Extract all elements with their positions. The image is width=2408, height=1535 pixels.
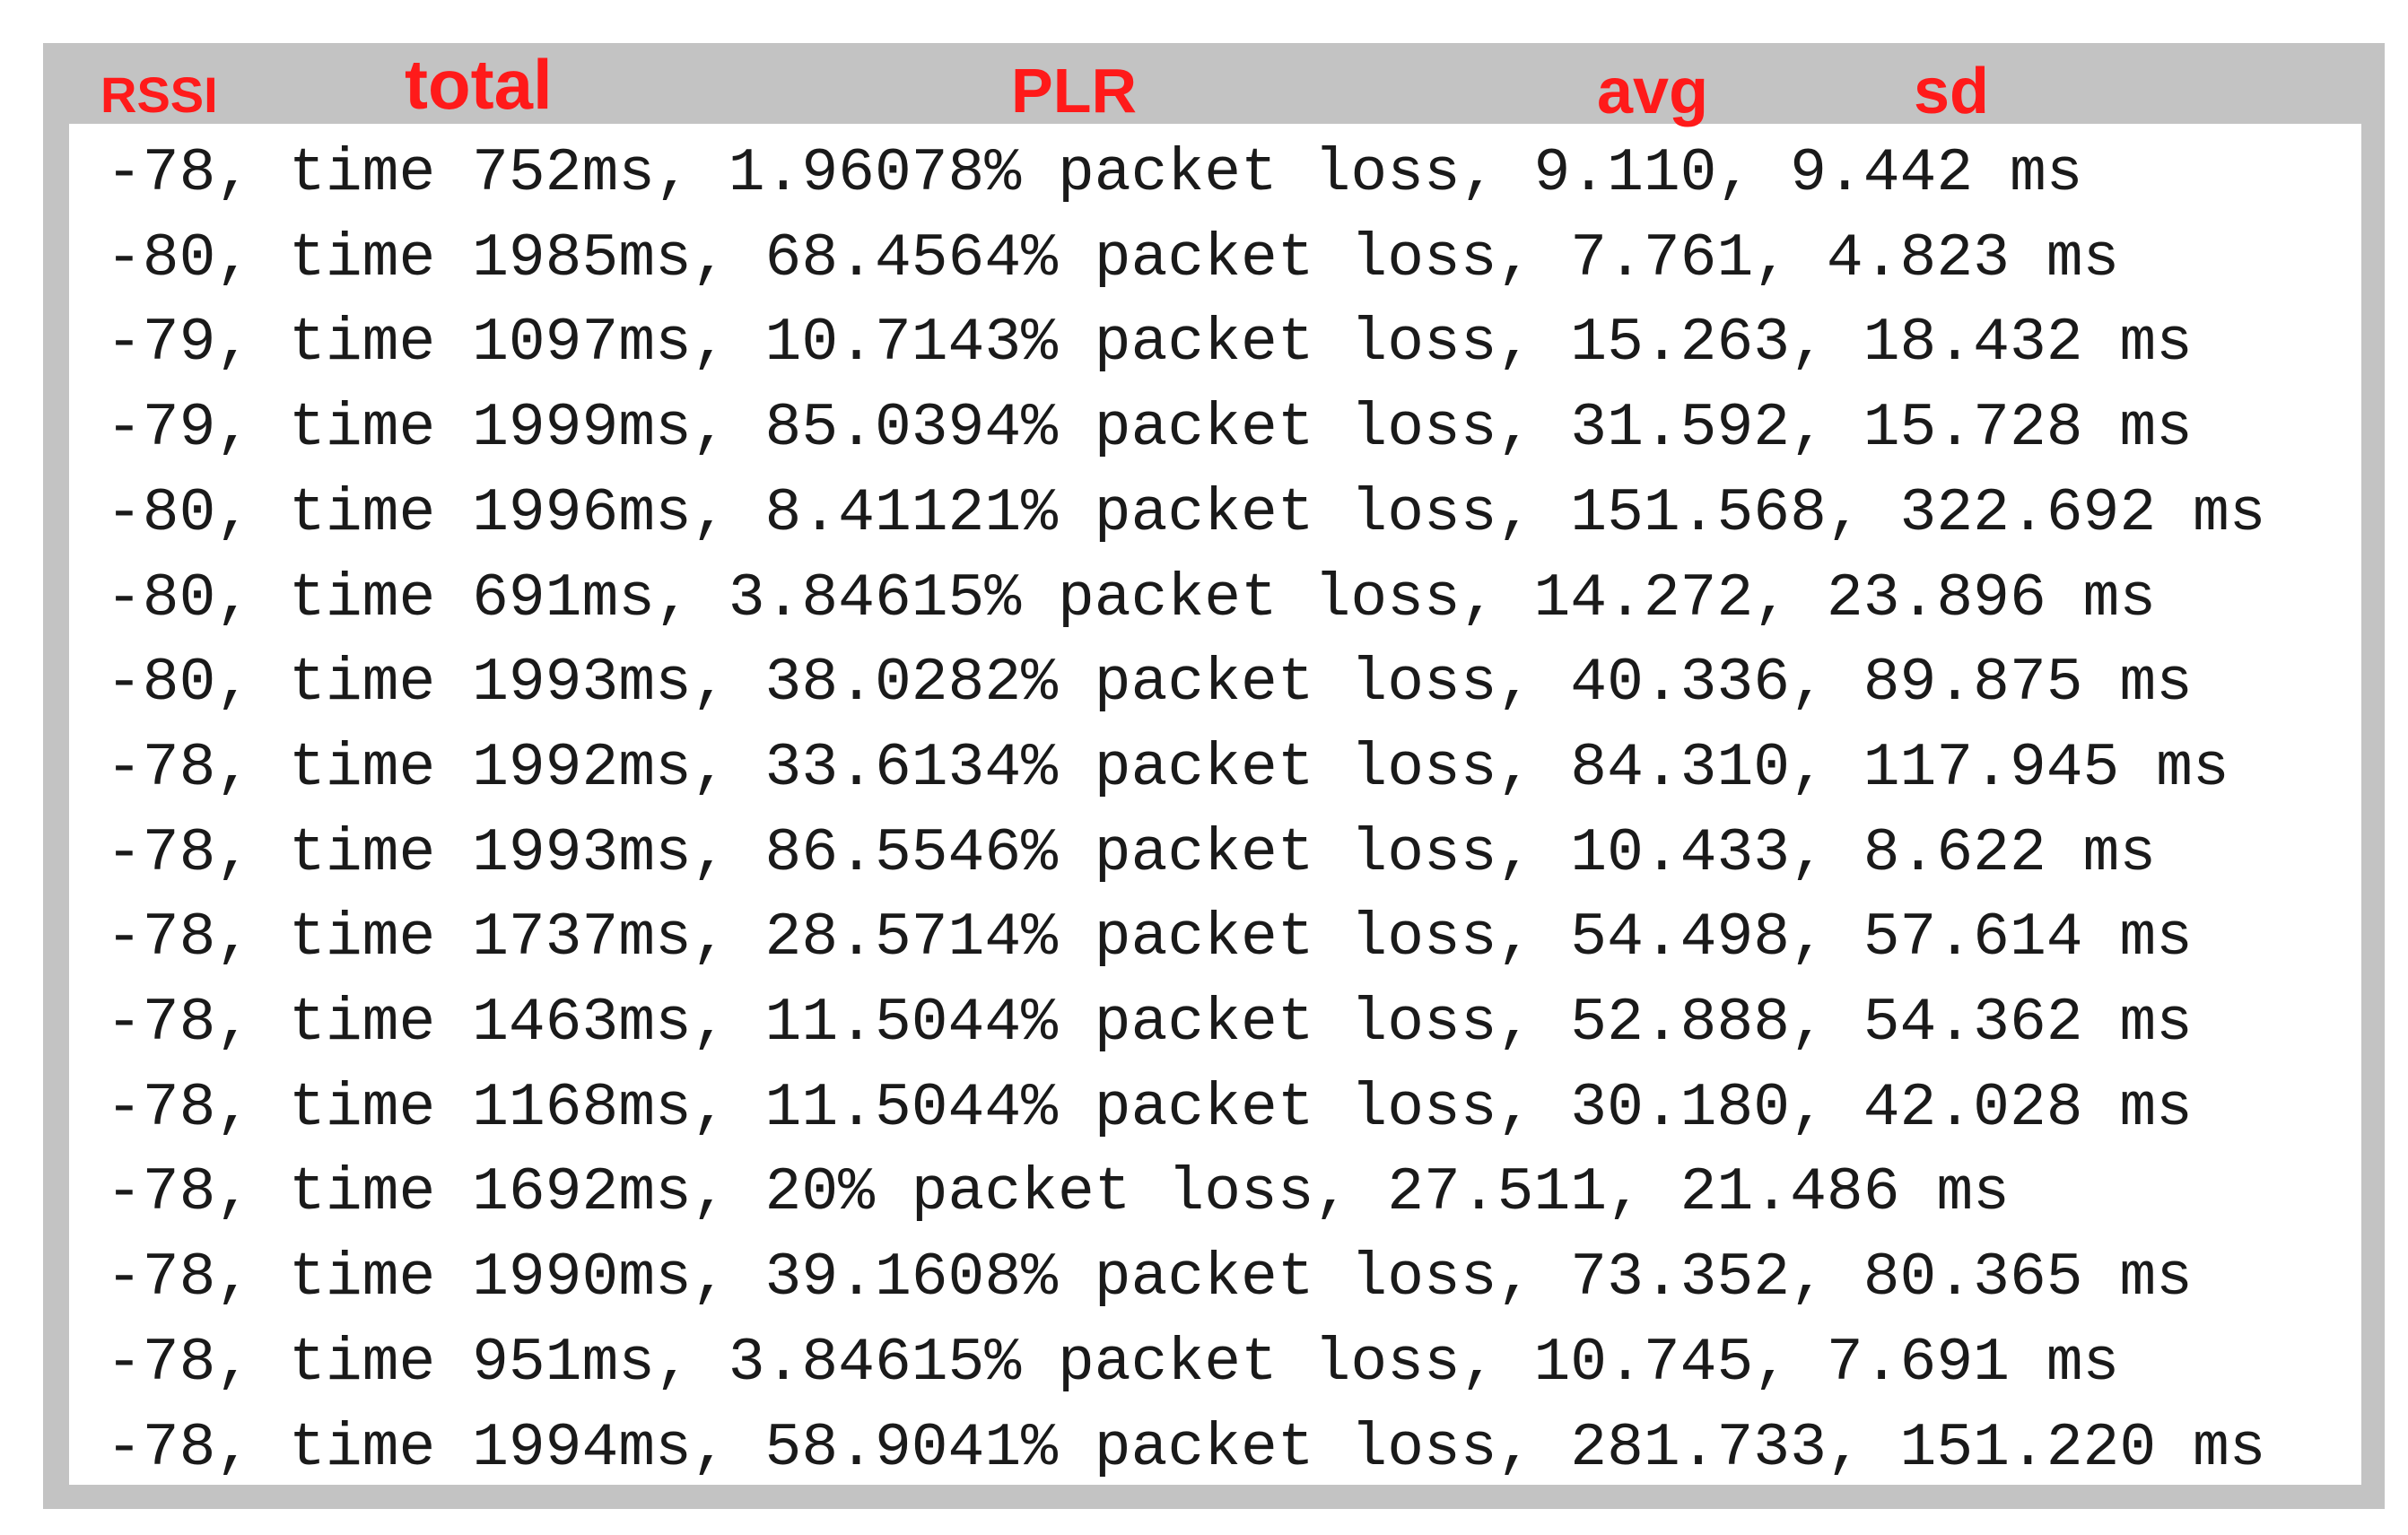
output-line: -78, time 1463ms, 11.5044% packet loss, …	[106, 989, 2193, 1058]
output-line: -78, time 951ms, 3.84615% packet loss, 1…	[106, 1328, 2120, 1398]
output-line: -79, time 1097ms, 10.7143% packet loss, …	[106, 309, 2193, 379]
output-line: -78, time 1992ms, 33.6134% packet loss, …	[106, 733, 2229, 803]
column-label: sd	[1914, 56, 1990, 127]
column-label: PLR	[1011, 56, 1137, 126]
column-label: RSSI	[100, 66, 218, 123]
terminal-screen	[69, 124, 2361, 1485]
output-line: -78, time 1737ms, 28.5714% packet loss, …	[106, 903, 2193, 973]
output-line: -80, time 691ms, 3.84615% packet loss, 1…	[106, 563, 2157, 633]
output-line: -79, time 1999ms, 85.0394% packet loss, …	[106, 394, 2193, 464]
output-line: -80, time 1996ms, 8.41121% packet loss, …	[106, 478, 2266, 548]
column-label: avg	[1597, 56, 1709, 127]
output-line: -78, time 1994ms, 58.9041% packet loss, …	[106, 1413, 2266, 1483]
output-line: -80, time 1993ms, 38.0282% packet loss, …	[106, 649, 2193, 719]
output-line: -78, time 1993ms, 86.5546% packet loss, …	[106, 818, 2157, 888]
output-line: -78, time 1990ms, 39.1608% packet loss, …	[106, 1243, 2193, 1313]
output-line: -80, time 1985ms, 68.4564% packet loss, …	[106, 223, 2120, 293]
output-line: -78, time 1168ms, 11.5044% packet loss, …	[106, 1073, 2193, 1143]
output-line: -78, time 1692ms, 20% packet loss, 27.51…	[106, 1158, 2010, 1228]
output-line: -78, time 752ms, 1.96078% packet loss, 9…	[106, 139, 2083, 208]
column-label: total	[405, 45, 553, 124]
